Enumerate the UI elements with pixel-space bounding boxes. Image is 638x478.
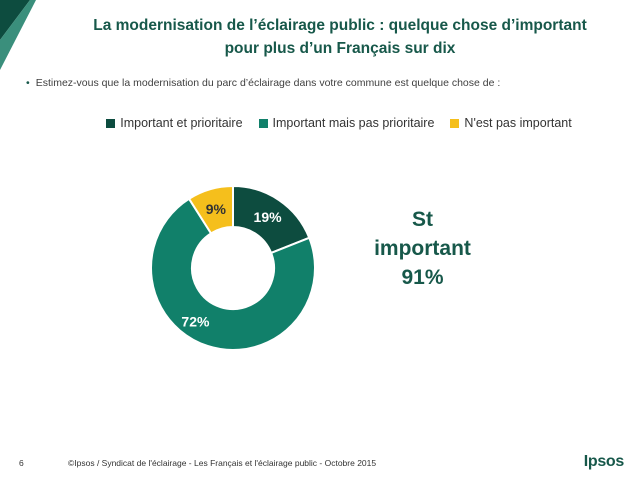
- donut-slice-label: 9%: [206, 201, 227, 217]
- bullet-icon: •: [26, 77, 30, 89]
- summary-line-1: St: [412, 208, 433, 231]
- legend-item: Important mais pas prioritaire: [258, 116, 435, 130]
- ipsos-logo: Ipsos: [583, 453, 625, 470]
- legend-item: Important et prioritaire: [106, 116, 243, 130]
- donut-slice-label: 19%: [254, 209, 283, 225]
- donut-slice-label: 72%: [181, 314, 210, 330]
- footer-source: ©Ipsos / Syndicat de l'éclairage - Les F…: [68, 458, 377, 468]
- chart-legend: Important et prioritaire Important mais p…: [0, 116, 638, 130]
- legend-label: Important et prioritaire: [120, 116, 243, 130]
- legend-label: N'est pas important: [464, 116, 572, 130]
- legend-swatch: [106, 118, 116, 128]
- page-title: La modernisation de l’éclairage public :…: [60, 14, 620, 60]
- page-title-line-2: pour plus d’un Français sur dix: [224, 40, 456, 57]
- page-title-line-1: La modernisation de l’éclairage public :…: [93, 17, 587, 34]
- legend-item: N'est pas important: [450, 116, 572, 130]
- legend-label: Important mais pas prioritaire: [272, 116, 435, 130]
- summary-total: St important 91%: [355, 205, 490, 292]
- donut-slice: [187, 184, 234, 235]
- corner-decoration: [0, 0, 36, 70]
- survey-question: • Estimez-vous que la modernisation du pa…: [26, 77, 500, 89]
- summary-line-2: important: [374, 237, 471, 260]
- donut-slice: [150, 197, 316, 351]
- legend-swatch: [258, 118, 268, 128]
- page-number: 6: [19, 458, 24, 468]
- summary-value: 91%: [401, 266, 444, 289]
- legend-swatch: [450, 118, 460, 128]
- survey-question-text: Estimez-vous que la modernisation du par…: [35, 77, 501, 89]
